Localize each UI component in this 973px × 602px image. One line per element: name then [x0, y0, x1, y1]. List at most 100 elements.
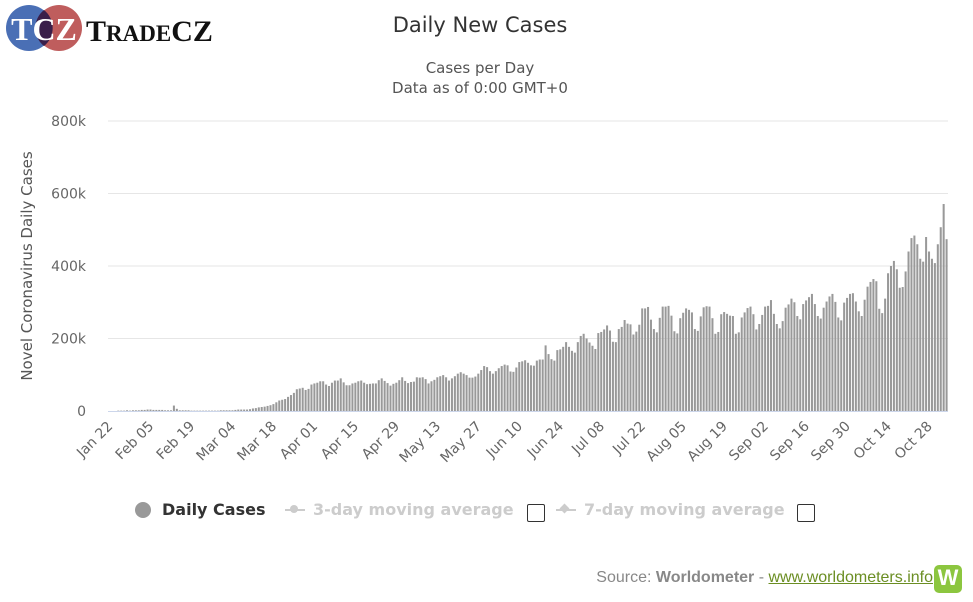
bar: [175, 408, 178, 411]
x-tick-label: Mar 04: [193, 418, 239, 464]
bar: [875, 281, 878, 411]
legend-label: 7-day moving average: [584, 500, 785, 519]
bar: [518, 362, 521, 411]
x-tick-label: Feb 05: [113, 419, 158, 464]
bar: [433, 379, 436, 411]
bar: [767, 305, 770, 411]
bar: [603, 329, 606, 411]
bar: [345, 385, 348, 411]
bar: [354, 382, 357, 411]
bar: [673, 331, 676, 411]
bar: [758, 324, 761, 411]
bar: [682, 312, 685, 411]
bar: [936, 244, 939, 411]
bar: [456, 373, 459, 411]
3-day-average-checkbox[interactable]: [527, 504, 545, 522]
bar: [371, 383, 374, 411]
bar: [916, 244, 919, 411]
bar: [442, 375, 445, 411]
bar: [685, 308, 688, 411]
bar: [532, 365, 535, 411]
bar: [784, 307, 787, 411]
source-link[interactable]: www.worldometers.info: [768, 569, 934, 586]
bar: [793, 302, 796, 411]
bar: [790, 298, 793, 411]
bar: [796, 316, 799, 411]
bar: [743, 312, 746, 411]
legend-item-daily-cases[interactable]: Daily Cases: [135, 500, 265, 519]
bar: [486, 367, 489, 411]
x-tick-label: Oct 28: [892, 419, 936, 463]
bar: [661, 306, 664, 411]
bar: [930, 258, 933, 411]
bar: [240, 409, 243, 411]
bar: [723, 312, 726, 411]
bar: [483, 366, 486, 411]
bar: [594, 349, 597, 411]
bar: [884, 298, 887, 411]
bar: [374, 383, 377, 411]
bar: [606, 325, 609, 411]
bar: [761, 314, 764, 411]
bar: [872, 279, 875, 411]
bar: [644, 308, 647, 411]
bar: [474, 376, 477, 411]
bar: [769, 300, 772, 411]
bar: [688, 309, 691, 411]
bar: [436, 377, 439, 411]
bar: [831, 293, 834, 411]
bar: [445, 377, 448, 411]
bar: [541, 359, 544, 411]
bar: [608, 330, 612, 411]
bar: [304, 389, 307, 411]
bar: [453, 376, 456, 411]
line-marker-icon: [556, 508, 576, 511]
x-tick-label: Sep 16: [767, 418, 813, 464]
bar: [655, 332, 658, 411]
bar: [415, 377, 418, 411]
legend-label: Daily Cases: [162, 500, 266, 519]
bar: [524, 360, 527, 411]
bar: [816, 316, 819, 411]
bar: [424, 379, 427, 411]
bar: [913, 235, 916, 411]
legend-item-7-day-average[interactable]: 7-day moving average: [556, 500, 785, 519]
source-credit: Source: Worldometer - www.worldometers.i…: [596, 569, 933, 587]
bar: [781, 321, 784, 411]
bar: [512, 371, 515, 411]
bar: [846, 297, 849, 411]
bar: [131, 410, 134, 411]
source-name: Worldometer: [655, 569, 755, 586]
svg-text:TCZ: TCZ: [11, 11, 77, 47]
bar: [597, 333, 600, 411]
bar: [465, 375, 468, 411]
bar: [503, 364, 506, 411]
bar: [172, 405, 175, 411]
bar: [892, 260, 895, 411]
bar: [307, 388, 310, 411]
legend-item-3-day-average[interactable]: 3-day moving average: [285, 500, 514, 519]
tradecz-logo: TCZ TRADECZ: [6, 5, 213, 51]
bar: [281, 399, 284, 411]
bar: [667, 305, 670, 411]
bar: [945, 239, 948, 411]
bar: [881, 313, 884, 411]
x-tick-label: Mar 18: [234, 419, 280, 465]
bar: [828, 296, 831, 411]
bar: [863, 299, 866, 411]
bar: [418, 377, 421, 411]
bar: [310, 384, 313, 411]
7-day-average-checkbox[interactable]: [797, 504, 815, 522]
bar: [164, 410, 167, 411]
bar: [717, 331, 720, 411]
bar: [676, 333, 679, 411]
x-tick-label: Sep 02: [726, 419, 772, 465]
bar: [366, 384, 369, 411]
bar: [260, 407, 263, 411]
bar: [611, 341, 614, 411]
bar: [181, 410, 184, 411]
bar: [591, 345, 594, 411]
bar: [246, 409, 249, 411]
x-tick-label: Jun 24: [524, 418, 567, 461]
bar: [772, 313, 775, 411]
